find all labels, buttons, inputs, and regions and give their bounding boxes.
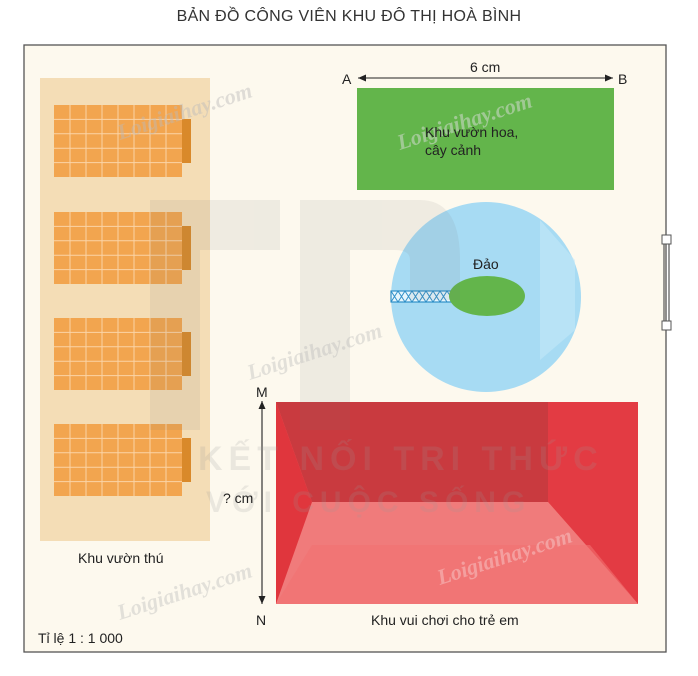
point-a-label: A	[342, 71, 352, 87]
bg-watermark-line1: KẾT NỐI TRI THỨC	[198, 439, 604, 478]
ab-dimension-arrow	[358, 74, 613, 82]
zoo-label: Khu vườn thú	[78, 550, 164, 566]
zoo-building	[54, 105, 191, 177]
gate-icon	[661, 234, 672, 331]
zoo-building	[54, 424, 191, 496]
flower-garden-label-line2: cây cảnh	[425, 142, 482, 158]
zoo-building	[54, 212, 191, 284]
island	[449, 276, 525, 316]
playground-label: Khu vui chơi cho trẻ em	[371, 612, 519, 628]
mn-dimension-arrow	[258, 401, 266, 604]
scale-label: Tỉ lệ 1 : 1 000	[38, 630, 123, 646]
map-title: BẢN ĐỒ CÔNG VIÊN KHU ĐÔ THỊ HOÀ BÌNH	[176, 8, 522, 25]
point-m-label: M	[256, 384, 268, 400]
distance-label: 6 cm	[470, 59, 501, 75]
zoo-building	[54, 318, 191, 390]
flower-garden-label-line1: Khu vườn hoa,	[425, 124, 519, 140]
flower-garden	[357, 88, 614, 190]
lake-highlight	[540, 220, 575, 360]
point-b-label: B	[618, 71, 628, 87]
watermark-logo	[150, 200, 460, 430]
playground	[276, 402, 638, 604]
point-n-label: N	[256, 612, 267, 628]
zoo-buildings	[54, 105, 191, 496]
island-label: Đảo	[473, 256, 499, 272]
unknown-length-label: ? cm	[223, 490, 254, 506]
bg-watermark-line2: VỚI CUỘC SỐNG	[206, 485, 531, 519]
